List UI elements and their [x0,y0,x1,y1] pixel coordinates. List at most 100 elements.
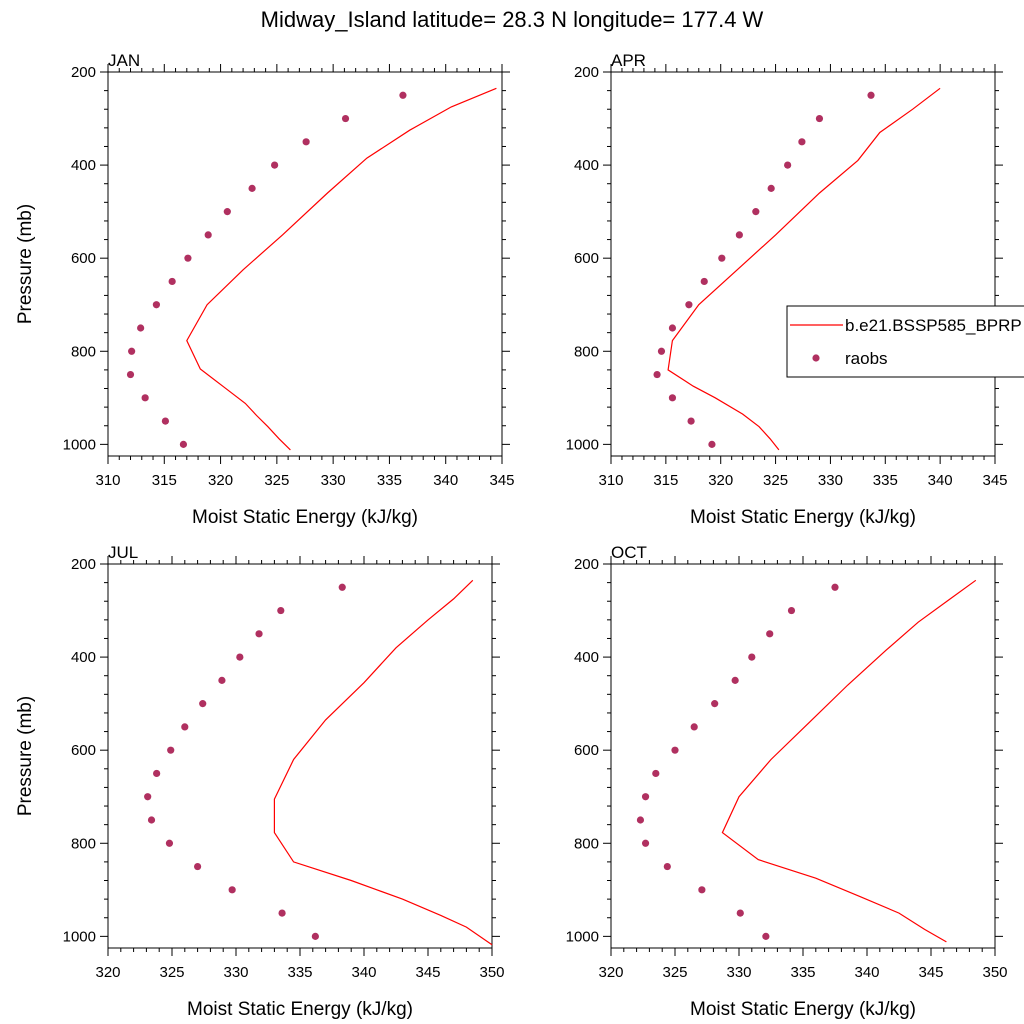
raobs-point [766,630,774,638]
raobs-point [700,277,708,286]
y-tick-label: 400 [71,649,96,666]
raobs-point [338,583,346,591]
plot-frame [610,563,996,949]
plot-frame [107,563,493,949]
x-tick-label: 350 [479,964,504,981]
x-axis-label: Moist Static Energy (kJ/kg) [690,999,916,1020]
panel-jul: JUL 320 325 330 335 340 345 350 200 400 600 800 1000… [15,543,505,1020]
panel-title: APR [611,51,646,70]
raobs-point [194,862,202,871]
raobs-point [161,417,170,425]
raobs-point [735,231,743,239]
x-tick-label: 335 [873,472,898,489]
y-tick-label: 200 [574,556,599,573]
raobs-point [167,746,175,754]
x-tick-label: 340 [351,964,376,981]
x-tick-label: 340 [433,472,458,489]
x-tick-label: 330 [321,472,346,489]
x-tick-label: 315 [653,472,678,489]
x-tick-label: 350 [982,964,1007,981]
x-tick-label: 330 [726,964,751,981]
x-axis-label: Moist Static Energy (kJ/kg) [187,999,413,1020]
raobs-point [736,909,744,917]
raobs-point [698,886,706,894]
x-tick-label: 325 [763,472,788,489]
plot-frame [610,71,996,457]
panel-title: JUL [108,543,138,562]
y-tick-label: 600 [71,742,96,759]
x-tick-label: 320 [95,964,120,981]
x-tick-label: 320 [598,964,623,981]
raobs-point [641,839,650,847]
raobs-point [787,606,796,615]
raobs-point [752,208,760,216]
panel-title: OCT [611,543,647,562]
raobs-point [636,816,645,824]
y-axis-label: Pressure (mb) [15,204,36,324]
y-tick-label: 200 [574,64,599,81]
raobs-point [668,394,677,402]
raobs-point [248,184,256,192]
x-axis-label: Moist Static Energy (kJ/kg) [192,507,418,528]
y-tick-label: 200 [71,556,96,573]
legend-obs-marker-sample [812,354,820,362]
x-tick-label: 340 [854,964,879,981]
raobs-point [255,630,263,638]
raobs-point [153,769,161,778]
raobs-point [302,138,310,146]
x-tick-label: 345 [918,964,943,981]
y-tick-label: 400 [71,157,96,174]
x-tick-label: 325 [662,964,687,981]
figure-title: Midway_Island latitude= 28.3 N longitude… [261,7,764,32]
x-tick-label: 315 [152,472,177,489]
plot-frame [107,71,503,457]
raobs-point [711,700,719,708]
raobs-point [815,114,824,123]
x-tick-label: 320 [708,472,733,489]
raobs-point [228,886,236,894]
x-tick-label: 310 [598,472,623,489]
x-axis-label: Moist Static Energy (kJ/kg) [690,507,916,528]
panel-apr: APR 310 315 320 325 330 335 340 345 200 400 600 800 1… [566,51,1008,528]
x-tick-label: 340 [928,472,953,489]
panel-title: JAN [108,51,140,70]
raobs-point [181,723,189,731]
raobs-point [748,653,756,661]
model-profile-line [721,579,977,943]
raobs-point [718,254,726,262]
x-tick-label: 320 [208,472,233,489]
x-tick-label: 345 [982,472,1007,489]
raobs-point [731,676,739,684]
raobs-point [179,440,188,448]
raobs-point [341,114,350,123]
model-profile-line [273,579,493,946]
y-tick-label: 800 [71,343,96,360]
raobs-point [147,816,156,824]
raobs-point [126,370,135,379]
raobs-point [223,208,231,216]
x-tick-label: 335 [287,964,312,981]
legend-model-label: b.e21.BSSP585_BPRP [845,316,1022,335]
raobs-point [278,909,286,917]
x-tick-label: 345 [489,472,514,489]
y-tick-label: 800 [574,835,599,852]
raobs-point [311,932,319,940]
raobs-point [141,394,149,402]
y-tick-label: 1000 [63,928,96,945]
y-axis-label: Pressure (mb) [15,696,36,816]
y-tick-label: 600 [71,250,96,267]
raobs-point [271,161,279,169]
y-tick-label: 400 [574,649,599,666]
x-tick-label: 335 [790,964,815,981]
y-tick-label: 200 [71,64,96,81]
raobs-point [708,440,716,448]
raobs-point [128,347,136,355]
y-tick-label: 1000 [566,436,599,453]
raobs-point [762,932,770,940]
y-tick-label: 800 [574,343,599,360]
panel-jan: JAN 310 315 320 325 330 335 340 345 200 400 600 800 1… [15,51,515,528]
y-tick-label: 1000 [63,436,96,453]
raobs-point [767,184,775,192]
